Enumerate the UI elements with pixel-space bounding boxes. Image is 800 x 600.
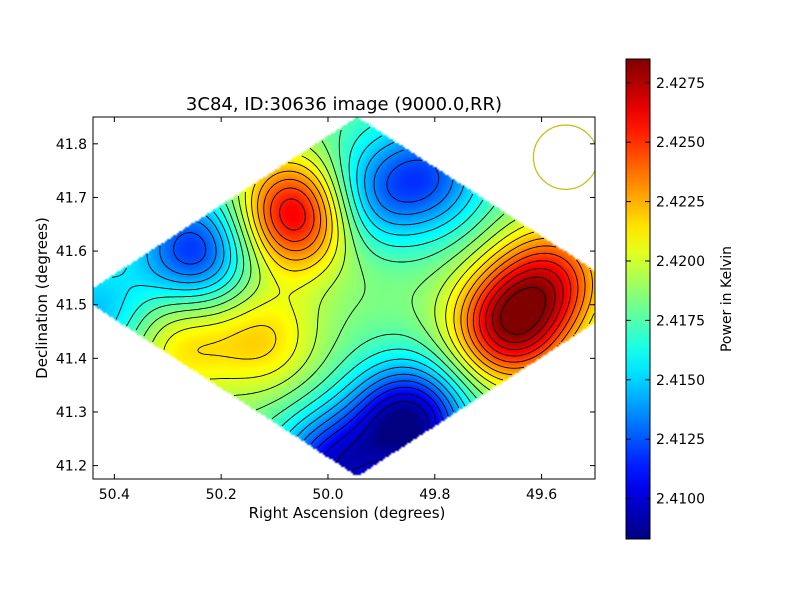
contour-line — [163, 155, 525, 386]
contour-line — [146, 141, 465, 437]
colorbar-tick-label: 2.4150 — [656, 373, 705, 389]
contour-line — [279, 198, 572, 357]
contour-line — [126, 126, 484, 427]
y-tick-label: 41.6 — [56, 244, 87, 260]
x-tick-label: 50.2 — [206, 487, 237, 503]
y-tick-label: 41.5 — [56, 298, 87, 314]
contour-line — [492, 276, 556, 344]
contour-line — [263, 178, 586, 369]
colorbar-tick-label: 2.4100 — [656, 492, 705, 508]
y-tick-label: 41.2 — [56, 459, 87, 475]
contour-line — [197, 162, 595, 381]
contour-line — [135, 129, 495, 420]
colorbar-ticks: 2.4100 2.4125 2.4150 2.4175 2.4200 2.4225 2.42… — [626, 76, 705, 508]
x-tick-label: 49.6 — [526, 487, 557, 503]
x-tick-label: 49.8 — [419, 487, 450, 503]
contour-line — [143, 140, 505, 411]
colorbar-tick-label: 2.4200 — [656, 254, 705, 270]
x-tick-label: 50.0 — [312, 487, 343, 503]
y-tick-label: 41.3 — [56, 405, 87, 421]
colorbar-gradient — [626, 59, 650, 539]
colorbar: 2.4100 2.4125 2.4150 2.4175 2.4200 2.4225 2.42… — [625, 58, 735, 540]
colorbar-label: Power in Kelvin — [719, 246, 735, 352]
colorbar-tick-label: 2.4125 — [656, 432, 705, 448]
contour-line — [336, 400, 429, 471]
colorbar-tick-label: 2.4225 — [656, 195, 705, 211]
axes-frame — [92, 116, 596, 480]
y-tick-label: 41.7 — [56, 190, 87, 206]
contour-line — [159, 149, 454, 441]
plot-area — [92, 116, 596, 480]
beam-circle — [532, 124, 595, 191]
y-tick-label: 41.8 — [56, 137, 87, 153]
x-axis-label: Right Ascension (degrees) — [249, 504, 446, 522]
x-axis-ticks: 50.4 50.2 50.0 49.8 49.6 — [99, 117, 557, 503]
colorbar-tick-label: 2.4175 — [656, 313, 705, 329]
y-axis-label: Declination (degrees) — [33, 217, 51, 379]
colorbar-frame — [625, 58, 651, 540]
heatmap-image — [93, 117, 595, 479]
contour-line — [152, 148, 516, 396]
contour-line — [317, 386, 443, 449]
colorbar-tick-label: 2.4250 — [656, 135, 705, 151]
contour-line — [500, 286, 546, 335]
contour-line — [111, 135, 474, 432]
contour-line — [173, 159, 449, 445]
y-axis-ticks: 41.2 41.3 41.4 41.5 41.6 41.7 41.8 — [56, 137, 595, 475]
colorbar-tick-label: 2.4275 — [656, 76, 705, 92]
contour-line — [270, 187, 579, 363]
contour-line — [485, 268, 564, 351]
x-tick-label: 50.4 — [99, 487, 130, 503]
chart-title: 3C84, ID:30636 image (9000.0,RR) — [186, 94, 502, 115]
contour-line — [324, 393, 437, 455]
contour-line — [257, 170, 593, 376]
contour-lines — [111, 126, 595, 471]
y-tick-label: 41.4 — [56, 351, 87, 367]
